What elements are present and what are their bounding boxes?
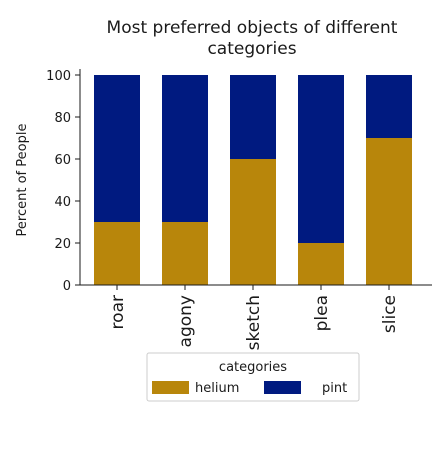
y-tick-label: 80 <box>54 111 71 126</box>
legend-label-helium: helium <box>195 381 239 396</box>
bar-pint-agony <box>162 75 208 222</box>
legend-swatch-helium <box>152 381 189 394</box>
legend: categories helium pint <box>146 352 360 402</box>
plot-area: 0 20 40 60 80 100 roar agony sketch plea slice <box>46 69 432 350</box>
y-tick-label: 20 <box>54 237 71 252</box>
bar-helium-agony <box>162 222 208 285</box>
bar-helium-sketch <box>230 159 276 285</box>
legend-swatch-pint <box>264 381 301 394</box>
bar-helium-roar <box>94 222 140 285</box>
x-tick-label-plea: plea <box>312 295 332 331</box>
bar-pint-sketch <box>230 75 276 159</box>
x-tick-label-roar: roar <box>108 295 128 329</box>
y-tick-label: 0 <box>63 279 71 294</box>
bar-pint-plea <box>298 75 344 243</box>
bar-helium-slice <box>366 138 412 285</box>
legend-box <box>146 352 360 402</box>
chart-title-line-1: Most preferred objects of different <box>107 18 398 38</box>
bar-helium-plea <box>298 243 344 285</box>
bar-pint-slice <box>366 75 412 138</box>
y-tick-label: 60 <box>54 153 71 168</box>
y-axis-label: Percent of People <box>15 124 30 237</box>
legend-label-pint: pint <box>322 381 347 396</box>
x-tick-label-sketch: sketch <box>244 295 264 350</box>
x-tick-label-slice: slice <box>380 295 400 333</box>
y-tick-label: 100 <box>46 69 71 84</box>
x-tick-label-agony: agony <box>176 295 196 347</box>
chart-title-line-2: categories <box>207 39 296 59</box>
y-tick-label: 40 <box>54 195 71 210</box>
bar-pint-roar <box>94 75 140 222</box>
legend-title: categories <box>219 360 287 375</box>
